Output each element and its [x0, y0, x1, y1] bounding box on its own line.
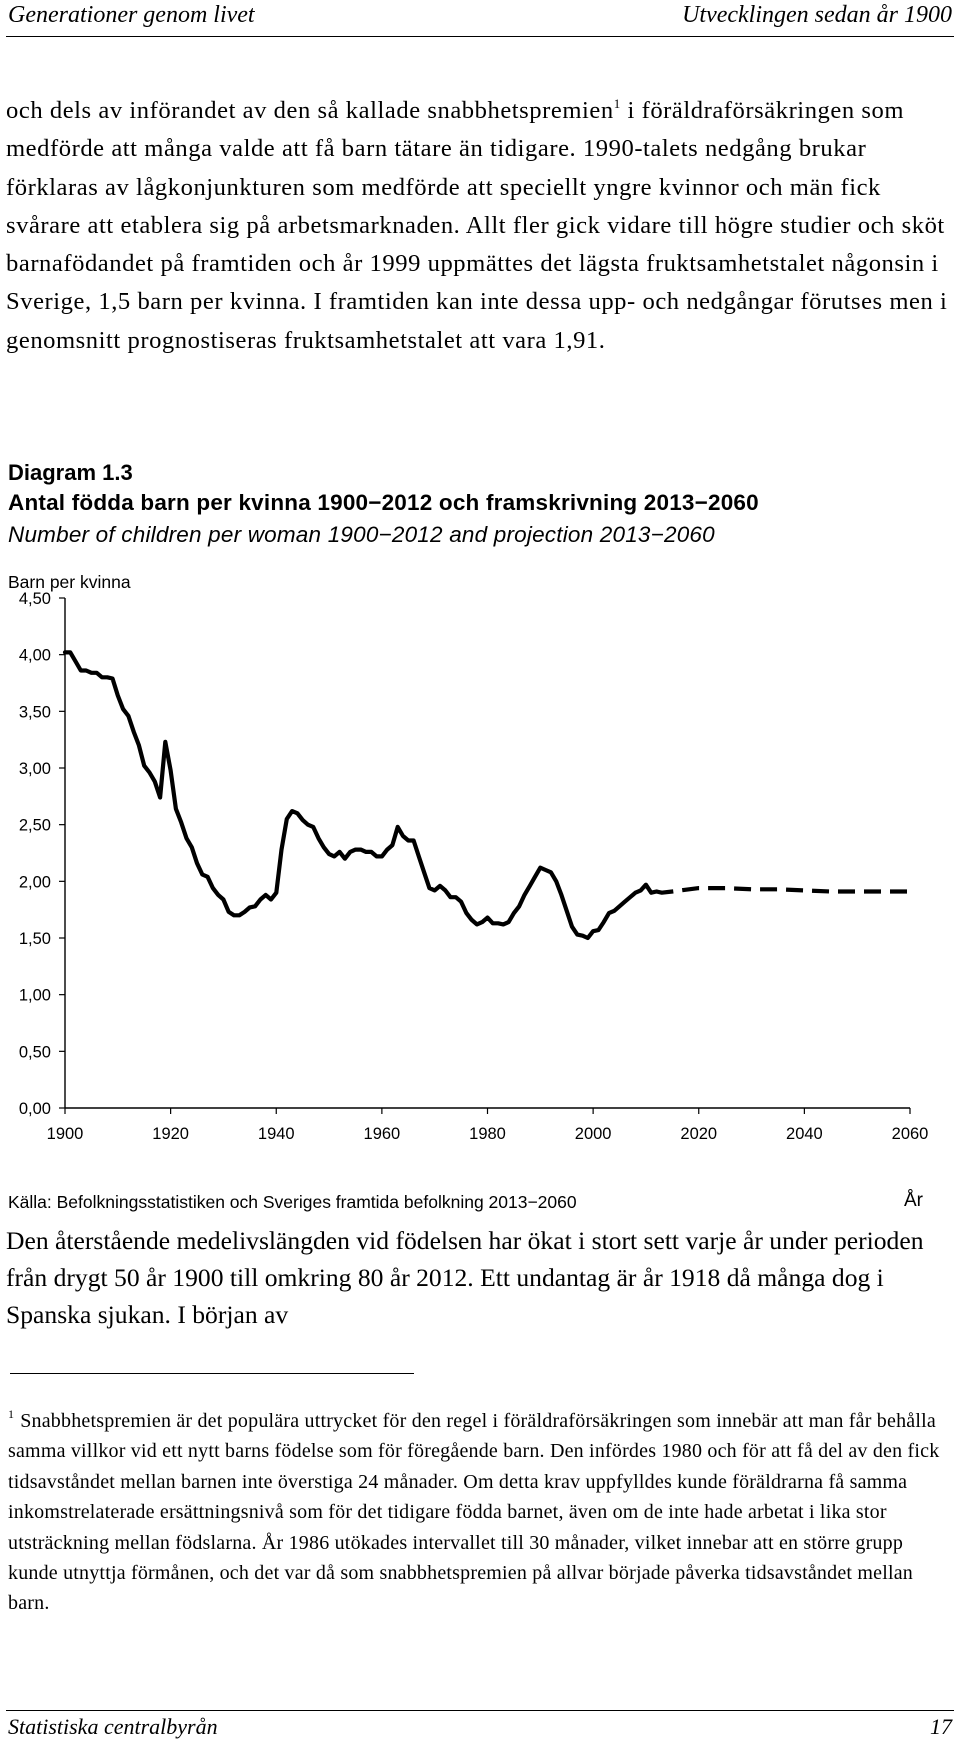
figure-subtitle: Number of children per woman 1900−2012 a… [8, 522, 715, 547]
body-paragraph-1: och dels av införandet av den så kallade… [6, 92, 956, 360]
projection-series-line [656, 886, 910, 895]
x-tick-label: 2060 [892, 1125, 929, 1143]
footnote-reference[interactable]: 1 [613, 96, 621, 111]
page-number: 17 [930, 1714, 952, 1739]
y-tick-label: 3,50 [19, 703, 51, 721]
x-tick-label: 2040 [786, 1125, 823, 1143]
y-tick-label: 3,00 [19, 760, 51, 778]
x-tick-label: 1920 [152, 1125, 189, 1143]
x-tick-label: 1980 [469, 1125, 506, 1143]
body-paragraph-2: Den återstående medelivslängden vid föde… [6, 1226, 924, 1329]
y-tick-label: 2,00 [19, 873, 51, 891]
x-tick-label: 1960 [364, 1125, 401, 1143]
footnote-text: Snabbhetspremien är det populära uttryck… [8, 1410, 940, 1615]
y-tick-label: 1,50 [19, 930, 51, 948]
footnote-marker: 1 [8, 1407, 15, 1421]
footer-publisher: Statistiska centralbyrån [8, 1714, 218, 1739]
x-tick-label: 1940 [258, 1125, 295, 1143]
y-tick-label: 0,50 [19, 1043, 51, 1061]
header-right: Utvecklingen sedan år 1900 [682, 2, 952, 28]
x-tick-label: 2020 [680, 1125, 717, 1143]
y-tick-label: 4,00 [19, 647, 51, 665]
y-tick-label: 4,50 [19, 590, 51, 608]
y-axis-title: Barn per kvinna [8, 572, 131, 592]
figure-number: Diagram 1.3 [8, 460, 133, 485]
header-left: Generationer genom livet [8, 2, 255, 28]
x-tick-label: 2000 [575, 1125, 612, 1143]
x-tick-label: 1900 [47, 1125, 84, 1143]
para1-after-note: i föräldraförsäkringen som medförde att … [6, 97, 948, 354]
para1-before-note: och dels av införandet av den så kallade… [6, 97, 614, 124]
figure-source: Källa: Befolkningsstatistiken och Sverig… [8, 1192, 577, 1212]
y-tick-label: 0,00 [19, 1100, 51, 1118]
page-header: Generationer genom livet Utvecklingen se… [6, 0, 954, 37]
footnote: 1 Snabbhetspremien är det populära uttryc… [8, 1406, 958, 1619]
fertility-line-chart: 0,00 0,50 1,00 1,50 2,00 2,50 3,00 3,50 4,00 4,50… [19, 590, 929, 1143]
y-tick-label: 2,50 [19, 817, 51, 835]
footer-divider [6, 1710, 954, 1711]
observed-series-line [62, 650, 659, 941]
figure-title: Antal födda barn per kvinna 1900−2012 oc… [8, 490, 759, 515]
x-axis-title: År [904, 1190, 923, 1211]
footnote-divider [10, 1373, 414, 1374]
y-tick-label: 1,00 [19, 987, 51, 1005]
